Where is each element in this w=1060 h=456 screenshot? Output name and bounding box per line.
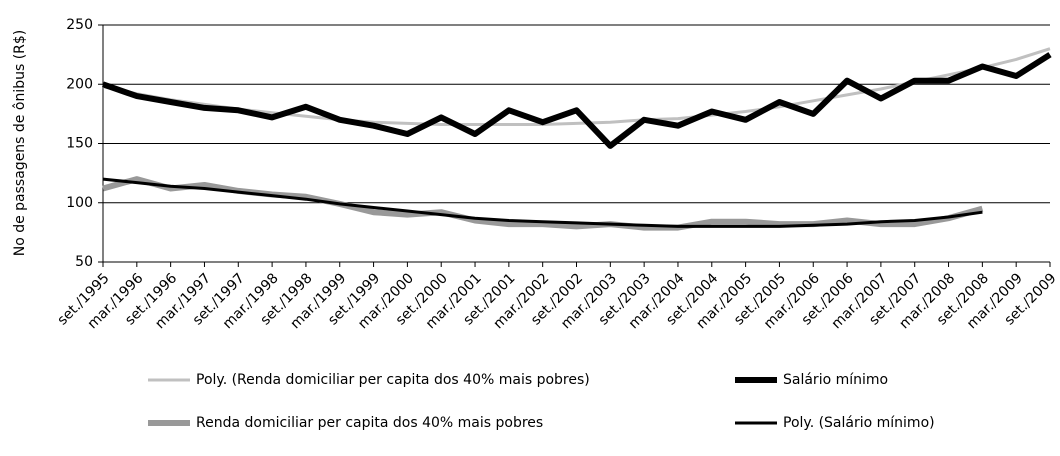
y-tick-label: 250 [66, 17, 93, 33]
y-axis-label: No de passagens de ônibus (R$) [12, 30, 28, 257]
legend-label: Poly. (Salário mínimo) [783, 415, 935, 431]
y-tick-label: 150 [66, 136, 93, 152]
series-line [102, 177, 983, 228]
y-tick-label: 50 [75, 254, 93, 270]
series-line [102, 52, 1052, 149]
legend-label: Salário mínimo [783, 372, 888, 388]
series-line [102, 47, 1051, 126]
legend-label: Poly. (Renda domiciliar per capita dos 4… [196, 372, 590, 388]
y-tick-label: 100 [66, 195, 93, 211]
legend-label: Renda domiciliar per capita dos 40% mais… [196, 415, 543, 431]
y-tick-label: 200 [66, 76, 93, 92]
